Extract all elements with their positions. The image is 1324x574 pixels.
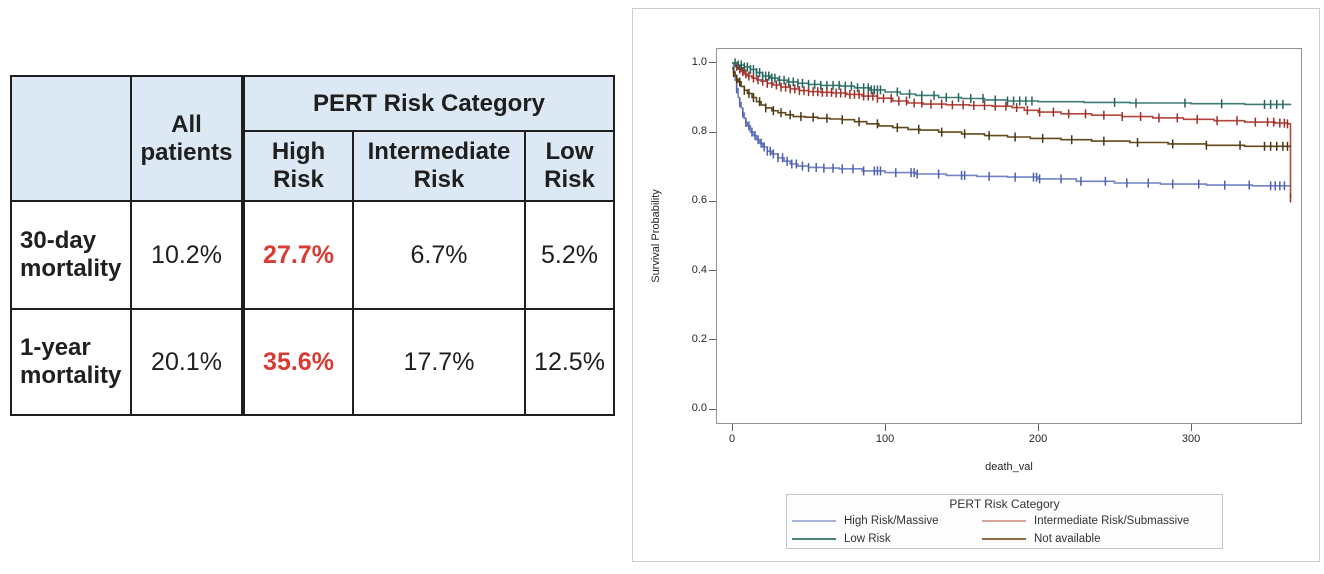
y-tick (709, 408, 716, 410)
intermediate-risk-header: Intermediate Risk (352, 130, 526, 202)
cell-30d-intermediate: 6.7% (352, 200, 526, 310)
x-tick (1190, 424, 1192, 431)
y-tick-label: 0.6 (691, 194, 707, 207)
legend-item-label: Low Risk (844, 532, 891, 545)
legend-item: Intermediate Risk/Submassive (982, 512, 1217, 529)
series-line-4 (732, 67, 1292, 148)
cell-1y-all: 20.1% (130, 308, 244, 416)
x-tick-label: 0 (729, 433, 736, 445)
low-risk-header: Low Risk (524, 130, 615, 202)
all-patients-header: All patients (130, 75, 244, 202)
cell-30d-low: 5.2% (524, 200, 615, 310)
legend: PERT Risk Category High Risk/Massive Inte… (786, 494, 1223, 549)
cell-1y-low: 12.5% (524, 308, 615, 416)
legend-item-label: High Risk/Massive (844, 514, 939, 527)
y-tick (709, 339, 716, 341)
legend-line-swatch (982, 519, 1026, 522)
cell-1y-intermediate: 17.7% (352, 308, 526, 416)
legend-item-label: Intermediate Risk/Submassive (1034, 514, 1190, 527)
y-tick (709, 270, 716, 272)
mortality-table: All patients PERT Risk Category High Ris… (10, 75, 615, 416)
table-row: 1-year mortality 20.1% 35.6% 17.7% 12.5% (10, 308, 615, 416)
y-tick-label: 0.0 (691, 402, 707, 415)
y-axis-label: Survival Probability (650, 189, 662, 283)
x-tick (731, 424, 733, 431)
series-line-1 (732, 62, 1292, 187)
table-header-row-1: All patients PERT Risk Category (10, 75, 615, 202)
cell-30d-all: 10.2% (130, 200, 244, 310)
row-label-30-day: 30-day mortality (10, 200, 132, 310)
y-tick-label: 0.4 (691, 263, 707, 276)
y-tick (709, 131, 716, 133)
legend-item: Not available (982, 530, 1217, 547)
cell-1y-high: 35.6% (241, 308, 354, 416)
legend-line-swatch (792, 537, 836, 540)
legend-line-swatch (982, 537, 1026, 540)
y-tick-label: 0.8 (691, 125, 707, 138)
series-line-3 (732, 62, 1292, 106)
legend-item: High Risk/Massive (792, 512, 982, 529)
pert-group-header: PERT Risk Category (241, 75, 615, 132)
y-tick-label: 1.0 (691, 55, 707, 68)
km-plot (716, 48, 1302, 424)
y-tick (709, 200, 716, 202)
high-risk-header: High Risk (241, 130, 354, 202)
cell-30d-high: 27.7% (241, 200, 354, 310)
table-header-row-2: High Risk Intermediate Risk Low Risk (11, 130, 615, 202)
table-row: 30-day mortality 10.2% 27.7% 6.7% 5.2% (10, 200, 615, 310)
y-tick (709, 62, 716, 64)
corner-cell (10, 75, 132, 202)
survival-chart-panel: Survival Probability 0.0 0.2 0.4 0.6 0.8 1.0 0… (632, 8, 1320, 562)
legend-item-label: Not available (1034, 532, 1101, 545)
x-tick-label: 300 (1181, 433, 1201, 445)
x-tick-label: 200 (1028, 433, 1048, 445)
legend-grid: High Risk/Massive Intermediate Risk/Subma… (787, 512, 1222, 547)
legend-title: PERT Risk Category (949, 497, 1060, 511)
x-tick-label: 100 (875, 433, 895, 445)
y-tick-label: 0.2 (691, 332, 707, 345)
x-tick (1037, 424, 1039, 431)
plot-frame (716, 48, 1302, 424)
row-label-1-year: 1-year mortality (10, 308, 132, 416)
legend-item: Low Risk (792, 530, 982, 547)
x-axis-label: death_val (985, 461, 1033, 473)
legend-line-swatch (792, 519, 836, 522)
x-tick (884, 424, 886, 431)
